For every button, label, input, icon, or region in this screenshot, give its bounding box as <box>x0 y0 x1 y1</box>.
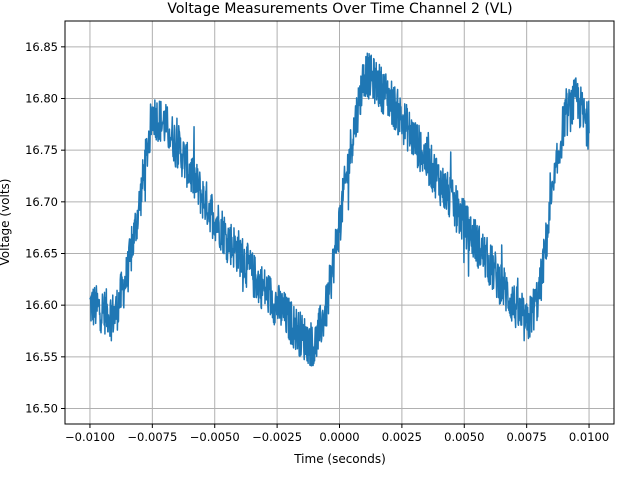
x-tick-label: −0.0075 <box>127 430 177 444</box>
x-axis-label: Time (seconds) <box>293 452 386 466</box>
x-tick-label: −0.0025 <box>252 430 302 444</box>
y-axis: 16.50 16.55 16.60 16.65 16.70 16.75 16.80 16.85 <box>25 40 65 416</box>
y-tick-label: 16.75 <box>25 143 58 157</box>
y-tick-label: 16.50 <box>25 402 58 416</box>
x-tick-label: 0.0025 <box>382 430 422 444</box>
x-tick-label: 0.0050 <box>444 430 484 444</box>
grid <box>65 21 614 424</box>
y-tick-label: 16.85 <box>25 40 58 54</box>
chart-title: Voltage Measurements Over Time Channel 2… <box>167 1 512 17</box>
x-tick-label: 0.0000 <box>319 430 359 444</box>
x-axis: −0.0100 −0.0075 −0.0050 −0.0025 0.0000 0.0025… <box>65 424 609 444</box>
x-tick-label: 0.0075 <box>507 430 547 444</box>
y-axis-label: Voltage (volts) <box>0 179 12 266</box>
y-tick-label: 16.80 <box>25 92 58 106</box>
y-tick-label: 16.70 <box>25 195 58 209</box>
y-tick-label: 16.60 <box>25 298 58 312</box>
y-tick-label: 16.55 <box>25 350 58 364</box>
x-tick-label: −0.0050 <box>190 430 240 444</box>
plot-area <box>89 52 590 367</box>
x-tick-label: −0.0100 <box>65 430 115 444</box>
x-tick-label: 0.0100 <box>569 430 609 444</box>
series-line <box>89 52 590 367</box>
y-tick-label: 16.65 <box>25 247 58 261</box>
